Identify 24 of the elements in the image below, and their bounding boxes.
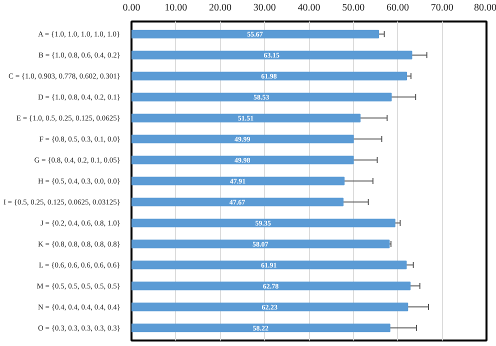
bar [132, 218, 396, 228]
bar [132, 260, 407, 270]
x-tick-label: 20.00 [209, 2, 232, 14]
bar [132, 92, 392, 102]
bar [132, 324, 390, 332]
bar [132, 282, 411, 290]
x-tick-label: 10.00 [164, 2, 188, 14]
x-tick-label: 30.00 [253, 2, 276, 14]
x-tick-label: 50.00 [342, 2, 365, 14]
bar [132, 30, 380, 38]
bar [132, 176, 345, 186]
bar [132, 134, 354, 144]
x-tick-label: 60.00 [386, 2, 409, 14]
bar [132, 240, 390, 248]
bar [132, 50, 412, 60]
x-tick-label: 80.00 [474, 2, 496, 14]
x-tick-label: 40.00 [298, 2, 320, 14]
x-tick-label: 0.00 [122, 2, 140, 14]
bar [132, 72, 408, 80]
bar [132, 302, 408, 312]
x-tick-label: 70.00 [430, 2, 454, 14]
bar [132, 198, 344, 206]
bar [132, 156, 354, 164]
bar [132, 114, 361, 122]
